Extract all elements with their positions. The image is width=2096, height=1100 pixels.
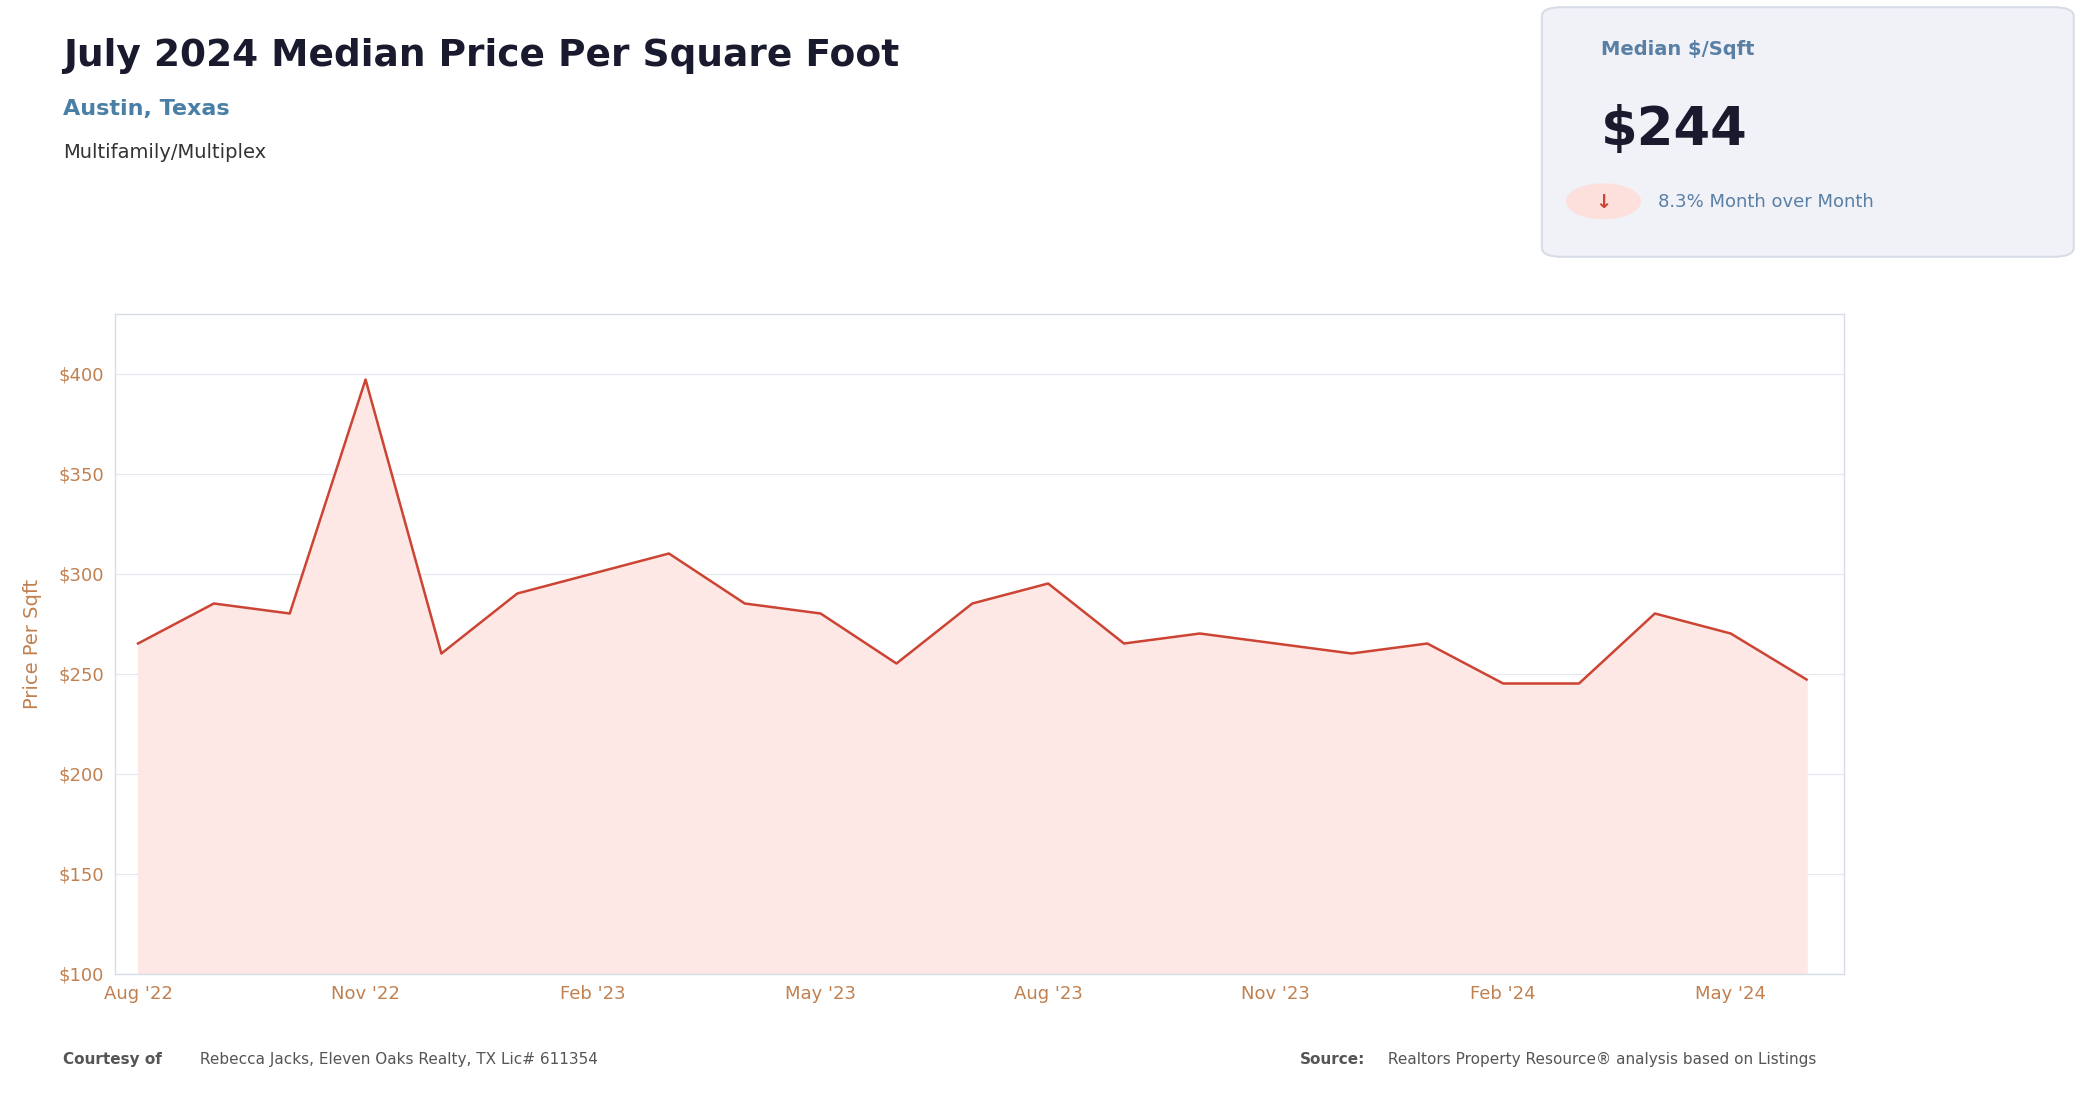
Y-axis label: Price Per Sqft: Price Per Sqft	[23, 579, 42, 708]
Text: 8.3% Month over Month: 8.3% Month over Month	[1658, 194, 1874, 211]
Circle shape	[1566, 184, 1641, 219]
Text: Source:: Source:	[1300, 1052, 1364, 1067]
Text: July 2024 Median Price Per Square Foot: July 2024 Median Price Per Square Foot	[63, 39, 899, 75]
Text: $244: $244	[1601, 104, 1748, 156]
Text: Rebecca Jacks, Eleven Oaks Realty, TX Lic# 611354: Rebecca Jacks, Eleven Oaks Realty, TX Li…	[195, 1052, 597, 1067]
Text: Courtesy of: Courtesy of	[63, 1052, 161, 1067]
Text: Median $/Sqft: Median $/Sqft	[1601, 40, 1754, 58]
Text: Austin, Texas: Austin, Texas	[63, 99, 228, 119]
FancyBboxPatch shape	[1543, 8, 2073, 256]
Text: Realtors Property Resource® analysis based on Listings: Realtors Property Resource® analysis bas…	[1383, 1052, 1817, 1067]
Text: Multifamily/Multiplex: Multifamily/Multiplex	[63, 143, 266, 162]
Text: ↓: ↓	[1595, 192, 1612, 212]
